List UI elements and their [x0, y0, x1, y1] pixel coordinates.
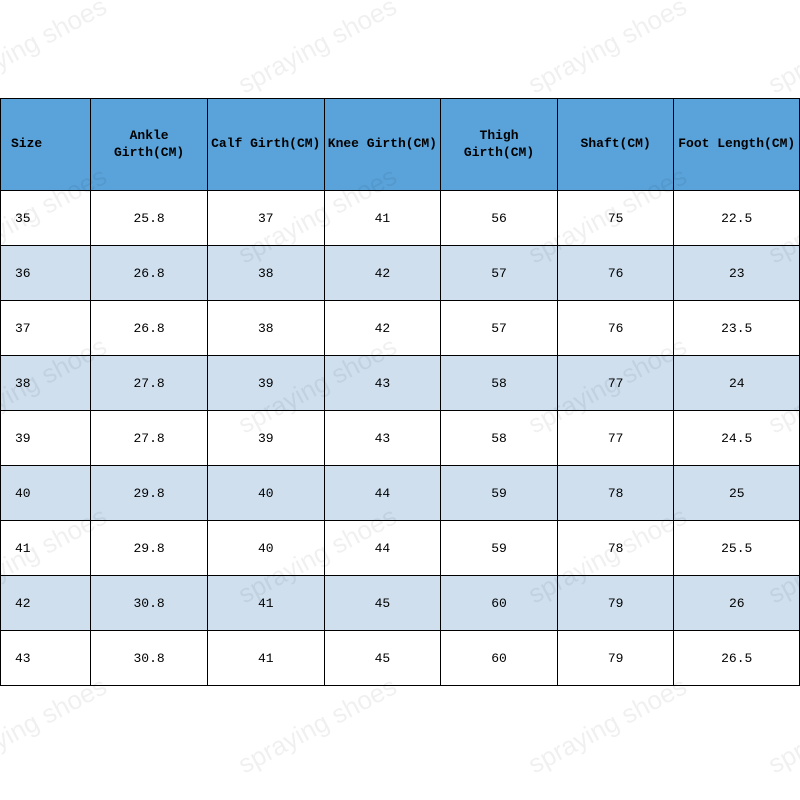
watermark-text: spraying shoes — [763, 0, 800, 100]
cell: 59 — [441, 466, 558, 521]
table-row: 40 29.8 40 44 59 78 25 — [1, 466, 800, 521]
cell: 60 — [441, 631, 558, 686]
cell: 25.8 — [91, 191, 208, 246]
watermark-text: spraying shoes — [0, 671, 112, 780]
size-chart-table: Size Ankle Girth(CM) Calf Girth(CM) Knee… — [0, 98, 800, 686]
cell: 26.5 — [674, 631, 800, 686]
cell: 58 — [441, 411, 558, 466]
cell: 59 — [441, 521, 558, 576]
watermark-text: spraying shoes — [523, 671, 692, 780]
cell: 29.8 — [91, 521, 208, 576]
cell: 40 — [1, 466, 91, 521]
cell: 39 — [1, 411, 91, 466]
cell: 44 — [324, 466, 441, 521]
cell: 41 — [1, 521, 91, 576]
col-header-knee: Knee Girth(CM) — [324, 99, 441, 191]
cell: 60 — [441, 576, 558, 631]
cell: 42 — [324, 301, 441, 356]
cell: 76 — [557, 301, 674, 356]
col-header-foot: Foot Length(CM) — [674, 99, 800, 191]
table-row: 35 25.8 37 41 56 75 22.5 — [1, 191, 800, 246]
cell: 41 — [207, 631, 324, 686]
cell: 45 — [324, 631, 441, 686]
cell: 42 — [1, 576, 91, 631]
col-header-ankle: Ankle Girth(CM) — [91, 99, 208, 191]
cell: 40 — [207, 521, 324, 576]
table-header-row: Size Ankle Girth(CM) Calf Girth(CM) Knee… — [1, 99, 800, 191]
cell: 43 — [324, 411, 441, 466]
cell: 76 — [557, 246, 674, 301]
cell: 45 — [324, 576, 441, 631]
cell: 40 — [207, 466, 324, 521]
cell: 25 — [674, 466, 800, 521]
watermark-text: spraying shoes — [0, 0, 112, 100]
cell: 26.8 — [91, 246, 208, 301]
cell: 77 — [557, 411, 674, 466]
size-chart-container: Size Ankle Girth(CM) Calf Girth(CM) Knee… — [0, 98, 800, 686]
cell: 39 — [207, 411, 324, 466]
watermark-text: spraying shoes — [523, 0, 692, 100]
cell: 27.8 — [91, 356, 208, 411]
cell: 26.8 — [91, 301, 208, 356]
table-row: 39 27.8 39 43 58 77 24.5 — [1, 411, 800, 466]
cell: 79 — [557, 631, 674, 686]
cell: 24.5 — [674, 411, 800, 466]
table-row: 36 26.8 38 42 57 76 23 — [1, 246, 800, 301]
col-header-thigh: Thigh Girth(CM) — [441, 99, 558, 191]
cell: 22.5 — [674, 191, 800, 246]
cell: 56 — [441, 191, 558, 246]
cell: 75 — [557, 191, 674, 246]
cell: 41 — [324, 191, 441, 246]
table-body: 35 25.8 37 41 56 75 22.5 36 26.8 38 42 5… — [1, 191, 800, 686]
cell: 38 — [207, 301, 324, 356]
cell: 24 — [674, 356, 800, 411]
col-header-shaft: Shaft(CM) — [557, 99, 674, 191]
table-row: 41 29.8 40 44 59 78 25.5 — [1, 521, 800, 576]
cell: 43 — [324, 356, 441, 411]
table-row: 38 27.8 39 43 58 77 24 — [1, 356, 800, 411]
cell: 27.8 — [91, 411, 208, 466]
cell: 57 — [441, 246, 558, 301]
cell: 23 — [674, 246, 800, 301]
col-header-size: Size — [1, 99, 91, 191]
cell: 78 — [557, 466, 674, 521]
cell: 36 — [1, 246, 91, 301]
cell: 23.5 — [674, 301, 800, 356]
watermark-text: spraying shoes — [233, 0, 402, 100]
cell: 39 — [207, 356, 324, 411]
cell: 37 — [207, 191, 324, 246]
cell: 41 — [207, 576, 324, 631]
cell: 38 — [207, 246, 324, 301]
cell: 44 — [324, 521, 441, 576]
cell: 29.8 — [91, 466, 208, 521]
cell: 79 — [557, 576, 674, 631]
watermark-text: spraying shoes — [233, 671, 402, 780]
cell: 77 — [557, 356, 674, 411]
table-row: 43 30.8 41 45 60 79 26.5 — [1, 631, 800, 686]
watermark-text: spraying shoes — [763, 671, 800, 780]
cell: 30.8 — [91, 631, 208, 686]
cell: 25.5 — [674, 521, 800, 576]
cell: 42 — [324, 246, 441, 301]
cell: 43 — [1, 631, 91, 686]
table-row: 37 26.8 38 42 57 76 23.5 — [1, 301, 800, 356]
cell: 57 — [441, 301, 558, 356]
cell: 26 — [674, 576, 800, 631]
cell: 30.8 — [91, 576, 208, 631]
cell: 37 — [1, 301, 91, 356]
cell: 38 — [1, 356, 91, 411]
table-row: 42 30.8 41 45 60 79 26 — [1, 576, 800, 631]
cell: 35 — [1, 191, 91, 246]
col-header-calf: Calf Girth(CM) — [207, 99, 324, 191]
cell: 78 — [557, 521, 674, 576]
cell: 58 — [441, 356, 558, 411]
